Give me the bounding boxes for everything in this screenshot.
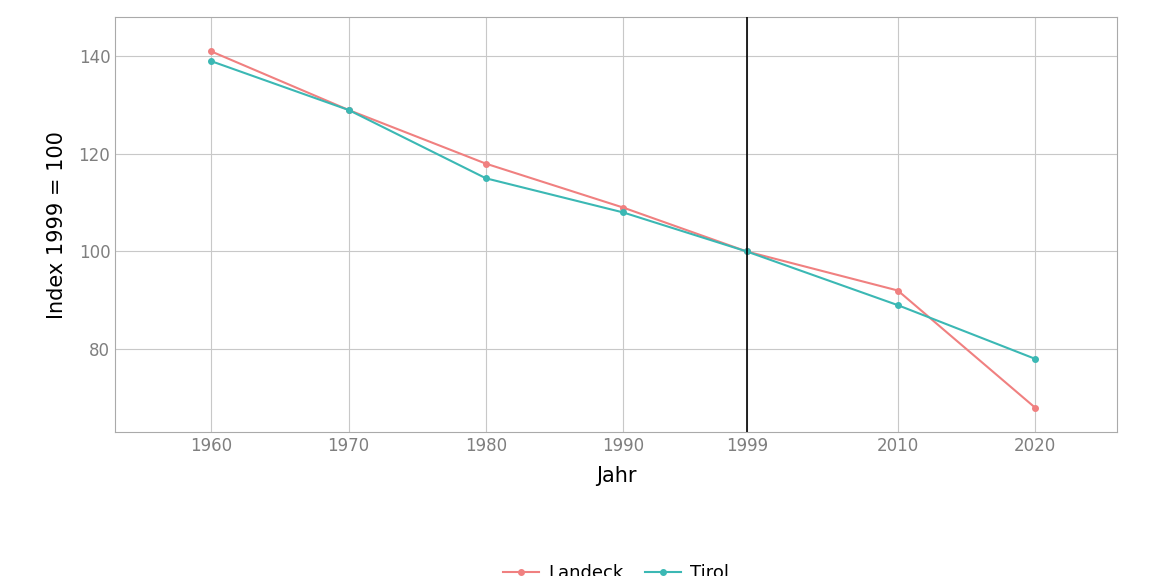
- Tirol: [342, 107, 356, 113]
- Tirol: [616, 209, 630, 216]
- Landeck: [740, 248, 753, 255]
- Tirol: [740, 248, 753, 255]
- Landeck: [479, 160, 493, 167]
- Landeck: [616, 204, 630, 211]
- Legend: Landeck, Tirol: Landeck, Tirol: [497, 557, 736, 576]
- Landeck: [890, 287, 904, 294]
- X-axis label: Jahr: Jahr: [596, 466, 637, 486]
- Y-axis label: Index 1999 = 100: Index 1999 = 100: [47, 131, 68, 319]
- Tirol: [479, 175, 493, 182]
- Tirol: [1028, 355, 1041, 362]
- Line: Landeck: Landeck: [209, 48, 1038, 410]
- Line: Tirol: Tirol: [209, 58, 1038, 362]
- Tirol: [890, 302, 904, 309]
- Tirol: [204, 58, 218, 65]
- Landeck: [204, 48, 218, 55]
- Landeck: [342, 107, 356, 113]
- Landeck: [1028, 404, 1041, 411]
